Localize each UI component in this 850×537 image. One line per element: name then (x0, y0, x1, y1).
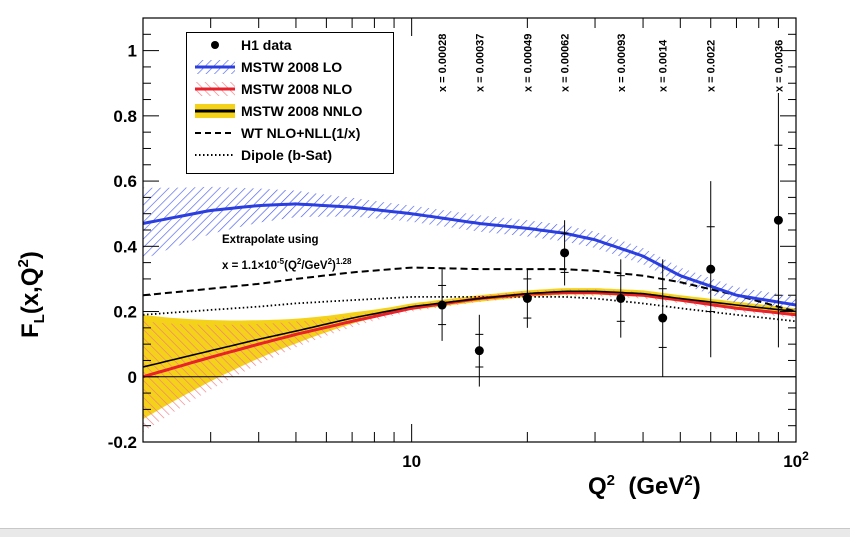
legend: H1 data MSTW 2008 LO MSTW 2008 NLO MSTW … (186, 32, 394, 174)
svg-text:FL(x,Q2): FL(x,Q2) (15, 251, 48, 338)
h1-data-point (437, 269, 447, 341)
y-label-args: (x,Q (17, 267, 44, 314)
x-value-label: x = 0.00028 (437, 34, 449, 92)
lo-band (143, 186, 796, 314)
yellow-band-icon (195, 103, 235, 119)
x-value-label: x = 0.0036 (773, 40, 785, 92)
legend-label: Dipole (b-Sat) (241, 147, 332, 163)
h1-data-point (560, 220, 570, 286)
x-axis-label: Q2 (GeV2) (588, 472, 701, 501)
legend-item-wt: WT NLO+NLL(1/x) (195, 123, 360, 143)
legend-label: H1 data (241, 37, 292, 53)
x-tick-label: 102 (783, 449, 809, 471)
data-marker (616, 293, 626, 303)
data-marker (773, 215, 783, 225)
blue-band-icon (195, 59, 235, 75)
h1-data-point (616, 259, 626, 338)
legend-label: MSTW 2008 LO (241, 59, 343, 75)
red-band-icon (195, 81, 235, 97)
h1-data-point (474, 314, 484, 387)
y-tick-label: 0 (128, 368, 137, 387)
dipole-curve (143, 296, 796, 323)
plot-area (143, 186, 796, 433)
legend-label: MSTW 2008 NNLO (241, 103, 363, 119)
legend-item-nnlo: MSTW 2008 NNLO (195, 101, 362, 121)
legend-item-h1: H1 data (195, 35, 292, 55)
x-label-unit-sup: 2 (684, 472, 693, 489)
x-label-unit: (GeV (628, 473, 685, 500)
y-label-sup: 2 (15, 259, 32, 267)
data-marker (560, 248, 570, 258)
x-label-sup: 2 (606, 472, 616, 489)
y-tick-label: 0.4 (113, 237, 137, 256)
extrapolation-annotation: Extrapolate using x = 1.1×10-5(Q2/GeV2)1… (222, 229, 351, 277)
legend-item-dipole: Dipole (b-Sat) (195, 145, 332, 165)
h1-data-point (658, 259, 668, 377)
legend-label: WT NLO+NLL(1/x) (241, 125, 361, 141)
legend-item-lo: MSTW 2008 LO (195, 57, 342, 77)
h1-data-point (522, 269, 532, 328)
marker-icon (195, 37, 235, 53)
bottom-strip (0, 528, 850, 537)
data-marker (706, 264, 716, 274)
y-tick-label: 0.2 (113, 303, 137, 322)
data-marker (522, 293, 532, 303)
x-value-label: x = 0.0014 (658, 39, 670, 92)
h1-data-point (773, 93, 783, 348)
x-tick-label: 10 (402, 452, 421, 471)
x-label-main: Q (588, 473, 607, 500)
legend-label: MSTW 2008 NLO (241, 81, 353, 97)
x-value-label: x = 0.00037 (474, 34, 486, 92)
h1-data-point (706, 181, 716, 358)
data-marker (658, 313, 668, 323)
y-label-sub: L (31, 314, 48, 323)
x-value-label: x = 0.0022 (706, 40, 718, 92)
nnlo-curve (143, 290, 796, 368)
x-label-close: ) (692, 473, 701, 500)
x-value-label: x = 0.00049 (522, 34, 534, 92)
y-tick-label: 0.8 (113, 107, 137, 126)
y-tick-label: -0.2 (108, 433, 137, 452)
x-value-label: x = 0.00062 (560, 34, 572, 92)
y-tick-label: 0.6 (113, 172, 137, 191)
lo-curve (143, 202, 796, 307)
dashed-line-icon (195, 125, 235, 141)
data-marker (474, 346, 484, 356)
y-tick-label: 1 (128, 42, 137, 61)
annotation-line2: x = 1.1×10-5(Q2/GeV2)1.28 (222, 257, 352, 272)
annotation-line1: Extrapolate using (222, 234, 319, 246)
nlo-band (143, 289, 796, 433)
y-label-close: ) (17, 251, 44, 259)
data-marker (437, 300, 447, 310)
y-label-main: F (17, 323, 44, 338)
legend-item-nlo: MSTW 2008 NLO (195, 79, 352, 99)
x-value-label: x = 0.00093 (616, 34, 628, 92)
dotted-line-icon (195, 147, 235, 163)
y-axis-label: FL(x,Q2) (14, 178, 48, 378)
